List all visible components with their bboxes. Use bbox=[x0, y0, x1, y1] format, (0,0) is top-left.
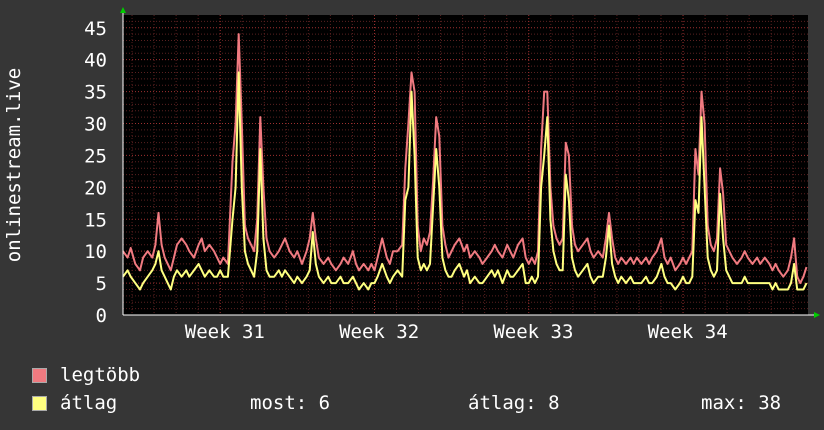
series-line-atlag bbox=[122, 71, 808, 291]
y-axis-title: onlinestream.live bbox=[3, 68, 25, 262]
y-tick-label: 30 bbox=[84, 114, 107, 136]
y-tick-label: 40 bbox=[84, 50, 107, 72]
x-axis-arrow bbox=[814, 312, 820, 318]
legend-label: legtöbb bbox=[60, 364, 141, 386]
stat-max: max: 38 bbox=[701, 392, 782, 414]
legend-swatch-atlag bbox=[32, 395, 47, 411]
x-tick-label: Week 33 bbox=[493, 321, 573, 343]
stat-most: most: 6 bbox=[250, 392, 331, 414]
y-axis-arrow bbox=[120, 7, 126, 13]
y-tick-label: 45 bbox=[84, 18, 107, 40]
legend-label: átlag bbox=[60, 392, 118, 414]
series-group bbox=[122, 33, 808, 291]
y-tick-label: 5 bbox=[96, 273, 107, 295]
legend-item-legtobb: legtöbb bbox=[32, 364, 140, 386]
y-tick-label: 10 bbox=[84, 241, 107, 263]
y-axis: 0 5 10 15 20 25 30 35 40 45 bbox=[84, 18, 107, 327]
axis-lines bbox=[120, 7, 820, 318]
y-tick-label: 25 bbox=[84, 145, 107, 167]
y-tick-label: 20 bbox=[84, 177, 107, 199]
stat-atlag: átlag: 8 bbox=[468, 392, 560, 414]
y-tick-label: 0 bbox=[96, 305, 107, 327]
legend-item-atlag: átlag bbox=[32, 392, 117, 414]
x-tick-label: Week 31 bbox=[185, 321, 265, 343]
x-axis: Week 31 Week 32 Week 33 Week 34 bbox=[185, 321, 728, 343]
series-line-legtobb bbox=[122, 33, 808, 285]
y-tick-label: 35 bbox=[84, 82, 107, 104]
y-tick-label: 15 bbox=[84, 209, 107, 231]
x-tick-label: Week 32 bbox=[339, 321, 419, 343]
legend-swatch-legtobb bbox=[32, 367, 47, 383]
x-tick-label: Week 34 bbox=[648, 321, 728, 343]
